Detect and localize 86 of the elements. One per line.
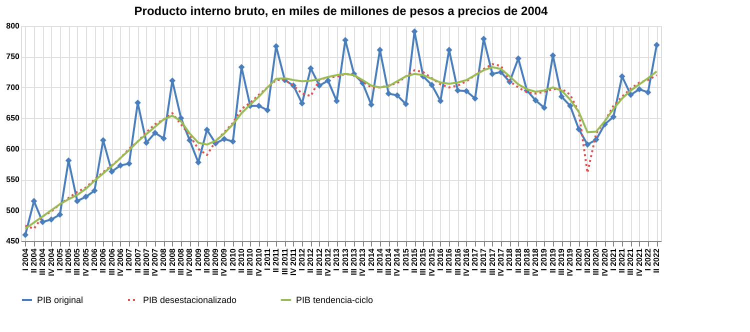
x-tick-label: IV 2015 xyxy=(427,248,436,276)
x-tick-label: IV 2005 xyxy=(81,248,90,276)
y-tick-label: 500 xyxy=(6,206,20,215)
x-tick-label: I 2005 xyxy=(55,248,64,271)
x-tick-label: II 2019 xyxy=(548,248,558,273)
x-tick-label: III 2015 xyxy=(418,248,428,276)
x-tick-label: III 2012 xyxy=(314,248,324,276)
x-tick-label: III 2013 xyxy=(349,248,358,276)
legend-label: PIB tendencia-ciclo xyxy=(296,295,374,305)
x-tick-label: IV 2011 xyxy=(288,248,298,276)
x-tick-label: IV 2021 xyxy=(634,248,644,276)
x-tick-label: I 2017 xyxy=(470,248,480,271)
x-tick-label: III 2011 xyxy=(280,248,290,275)
x-tick-label: III 2005 xyxy=(72,248,82,276)
x-tick-label: II 2017 xyxy=(479,248,488,273)
x-tick-label: I 2015 xyxy=(401,248,410,271)
x-tick-label: IV 2018 xyxy=(531,248,540,276)
x-tick-label: III 2016 xyxy=(453,248,462,276)
x-tick-label: III 2010 xyxy=(246,248,255,276)
x-tick-label: I 2013 xyxy=(332,248,342,271)
y-tick-label: 700 xyxy=(6,82,20,92)
x-tick-label: I 2014 xyxy=(366,248,376,271)
x-tick-label: II 2016 xyxy=(444,248,454,273)
chart-title: Producto interno bruto, en miles de millones de pesos a precios de 2004 xyxy=(134,4,548,18)
y-tick-label: 450 xyxy=(6,236,20,246)
x-tick-label: II 2004 xyxy=(29,248,38,273)
x-tick-label: II 2013 xyxy=(340,248,350,273)
x-tick-label: II 2018 xyxy=(514,248,523,273)
x-tick-label: III 2006 xyxy=(107,248,116,276)
x-tick-label: IV 2012 xyxy=(324,248,333,276)
x-tick-label: II 2007 xyxy=(133,248,142,273)
x-tick-label: III 2020 xyxy=(592,248,601,276)
x-tick-label: II 2020 xyxy=(582,248,592,273)
x-tick-label: I 2007 xyxy=(124,248,134,271)
y-tick-label: 550 xyxy=(6,175,20,184)
x-tick-label: II 2009 xyxy=(202,248,212,273)
x-tick-label: III 2008 xyxy=(176,248,186,276)
x-tick-label: II 2010 xyxy=(237,248,246,273)
x-tick-label: III 2009 xyxy=(211,248,220,276)
x-tick-label: I 2010 xyxy=(228,248,238,271)
x-tick-label: I 2004 xyxy=(20,248,30,271)
x-tick-label: II 2022 xyxy=(652,248,662,273)
x-tick-label: IV 2017 xyxy=(496,248,506,276)
legend-label: PIB original xyxy=(37,295,84,305)
x-tick-label: I 2018 xyxy=(505,248,514,271)
y-tick-label: 750 xyxy=(6,52,20,62)
x-tick-label: III 2007 xyxy=(142,248,151,276)
x-tick-label: IV 2013 xyxy=(358,248,368,276)
x-tick-label: I 2016 xyxy=(436,248,445,271)
x-tick-label: IV 2009 xyxy=(220,248,229,276)
x-tick-label: III 2004 xyxy=(38,248,48,276)
y-tick-label: 650 xyxy=(6,114,20,123)
x-tick-label: IV 2008 xyxy=(185,248,194,276)
x-tick-label: I 2012 xyxy=(298,248,307,271)
x-tick-label: IV 2006 xyxy=(116,248,125,276)
x-tick-label: IV 2004 xyxy=(46,248,56,276)
x-tick-label: IV 2019 xyxy=(566,248,575,276)
x-tick-label: II 2014 xyxy=(375,248,384,273)
x-tick-label: I 2008 xyxy=(159,248,168,271)
y-tick-label: 600 xyxy=(6,144,20,154)
x-tick-label: I 2009 xyxy=(194,248,203,271)
x-tick-label: I 2006 xyxy=(90,248,100,271)
x-tick-label: I 2022 xyxy=(644,248,653,271)
x-tick-label: II 2006 xyxy=(98,248,108,273)
x-tick-label: IV 2010 xyxy=(254,248,264,276)
y-tick-label: 800 xyxy=(6,22,20,30)
x-tick-label: I 2020 xyxy=(574,248,584,271)
x-tick-label: IV 2007 xyxy=(150,248,160,276)
x-tick-label: II 2008 xyxy=(168,248,177,273)
x-tick-label: II 2021 xyxy=(618,248,627,273)
x-tick-label: II 2015 xyxy=(410,248,420,273)
x-tick-label: III 2021 xyxy=(626,248,636,276)
x-tick-label: III 2019 xyxy=(557,248,566,276)
x-tick-label: II 2005 xyxy=(64,248,74,273)
x-tick-label: III 2017 xyxy=(488,248,497,276)
legend-label: PIB desestacionalizado xyxy=(143,295,237,305)
x-tick-label: III 2014 xyxy=(384,248,394,276)
x-tick-label: II 2011 xyxy=(272,248,281,273)
x-tick-label: IV 2016 xyxy=(462,248,471,276)
x-tick-label: I 2019 xyxy=(540,248,549,271)
x-tick-label: III 2018 xyxy=(522,248,532,276)
x-tick-label: I 2011 xyxy=(262,248,272,270)
x-tick-label: I 2021 xyxy=(608,248,618,271)
x-tick-label: II 2012 xyxy=(306,248,316,273)
x-tick-label: IV 2020 xyxy=(600,248,610,276)
x-tick-label: IV 2014 xyxy=(392,248,402,276)
